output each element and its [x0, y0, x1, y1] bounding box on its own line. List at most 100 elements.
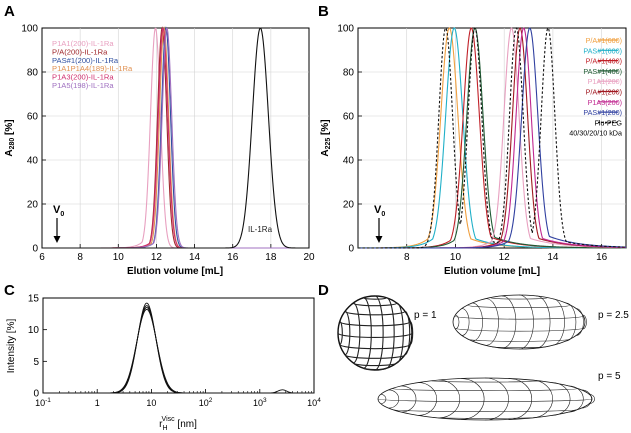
ellipsoid-meridian — [551, 382, 571, 416]
ellipsoid-meridian — [472, 302, 483, 342]
legend-entry-p-a-200-il-1ra: P/A(200)-IL-1Ra — [52, 47, 108, 56]
ellipsoid-p-5 — [377, 377, 595, 421]
ellipsoid-meridian — [374, 295, 384, 371]
panel-a-gridlines — [42, 28, 309, 248]
ellipsoid-meridian — [409, 321, 414, 345]
ellipsoid-meridian — [518, 294, 534, 350]
legend-extra-text: 40/30/20/10 kDa — [569, 129, 622, 138]
panel-b-xlabel: Elution volume [mL] — [444, 266, 540, 277]
ellipsoid-p-2-5 — [452, 294, 587, 350]
y-tick-label: 80 — [343, 68, 355, 79]
x-tick-label: 14 — [189, 252, 201, 263]
ellipsoid-parallel — [352, 362, 398, 367]
x-tick-label: 10 — [450, 252, 462, 263]
ellipsoid-meridian — [531, 379, 553, 419]
legend-entry-pas-1-200-: PAS#1(200) — [583, 108, 622, 117]
legend-entry-p1a3-200-: P1A3(200) — [588, 98, 622, 107]
ellipsoid-parallel — [344, 354, 406, 359]
x-tick-label: 8 — [77, 252, 83, 263]
y-tick-label: 5 — [33, 357, 39, 368]
x-tick-label: 16 — [596, 252, 608, 263]
ellipsoid-meridian — [536, 295, 551, 349]
panel-b-chart: 0 20 40 60 80 100 8 10 12 14 16 P/A#1(600)PAS#1(60… — [320, 24, 627, 277]
panel-b-void-label: V0 — [374, 204, 385, 218]
panel-c-ticks: 0 5 10 15 10-1 1 10 102 103 104 — [28, 294, 321, 409]
panel-a-legend: P1A1(200)-IL-1RaP/A(200)-IL-1RaPAS#1(200… — [52, 39, 133, 90]
ellipsoid-meridian — [388, 389, 400, 409]
series-line-il-1ra — [42, 27, 309, 249]
x-tick-label: 10 — [146, 398, 156, 408]
y-tick-label: 80 — [27, 68, 39, 79]
x-tick-label: 103 — [253, 397, 267, 408]
ellipsoid-meridian — [438, 379, 460, 419]
y-tick-label: 20 — [27, 200, 39, 211]
x-tick-label: 14 — [547, 252, 559, 263]
panel-c-ylabel: Intensity [%] — [6, 319, 17, 374]
ellipsoid-meridian — [581, 389, 592, 409]
x-tick-label: 10 — [113, 252, 125, 263]
series-line-flu-peg — [358, 27, 627, 249]
ellipsoid-parallel — [454, 327, 584, 332]
ellipsoid-parallel — [344, 310, 406, 316]
ellipsoid-parallel — [490, 297, 548, 300]
panel-b-void-arrow-head — [375, 236, 383, 243]
ellipsoid-outline — [337, 295, 413, 371]
legend-entry-p1a1p1a4-189-il-1ra: P1A1P1A4(189)-IL-1Ra — [52, 64, 133, 73]
ellipsoid-parallel — [467, 338, 571, 342]
ellipsoid-meridian — [404, 310, 411, 356]
ellipsoid-parallel — [392, 388, 578, 391]
x-tick-label: 12 — [151, 252, 163, 263]
y-tick-label: 100 — [337, 24, 354, 35]
panel-a-annotation-il1ra: IL-1Ra — [248, 225, 273, 234]
panel-a-void-arrow-head — [53, 236, 61, 243]
ellipsoid-meridian — [353, 302, 361, 364]
x-tick-label: 6 — [39, 252, 45, 263]
ellipsoid-meridian — [461, 308, 470, 336]
ellipsoid-parallel — [352, 302, 398, 307]
panel-a-chart: 0 20 40 60 80 100 6 8 10 12 14 16 18 20 P1A1(200)-IL-… — [4, 24, 315, 278]
ellipsoid-parallel — [339, 344, 411, 350]
y-tick-label: 60 — [27, 112, 39, 123]
y-tick-label: 100 — [21, 24, 38, 35]
x-tick-label: 18 — [265, 252, 277, 263]
series-line-pas-1-200- — [358, 27, 627, 249]
y-tick-label: 60 — [343, 112, 355, 123]
panel-label-b: B — [318, 3, 329, 20]
ellipsoid-meridian — [501, 295, 517, 349]
ellipsoid-meridian — [568, 385, 584, 413]
ellipsoid-meridian — [589, 394, 595, 404]
x-tick-label: 20 — [303, 252, 315, 263]
panel-b-ticks: 0 20 40 60 80 100 8 10 12 14 16 — [337, 24, 607, 264]
x-tick-label: 1 — [95, 398, 100, 408]
ellipsoid-parallel — [490, 346, 548, 349]
y-tick-label: 40 — [27, 156, 39, 167]
ellipsoid-meridian — [551, 298, 565, 346]
legend-entry-pas-1-600-: PAS#1(600) — [583, 46, 622, 55]
y-tick-label: 0 — [33, 389, 39, 400]
panel-label-a: A — [4, 3, 15, 20]
ellipsoid-meridian — [582, 314, 587, 330]
legend-entry-flu-peg: Flu-PEG — [594, 118, 622, 127]
panel-d-diagram: p = 1 p = 2.5 p = 5 — [337, 294, 629, 421]
panel-a-ylabel: A280 [%] — [4, 119, 16, 156]
x-tick-label: 12 — [499, 252, 511, 263]
panel-a-void-label: V0 — [53, 204, 64, 218]
ellipsoid-meridian — [344, 310, 351, 356]
panel-a-curves — [42, 26, 309, 249]
dls-curve — [43, 302, 314, 394]
panel-d-shapes — [337, 294, 595, 421]
dls-curve — [43, 305, 314, 394]
y-tick-label: 15 — [28, 294, 40, 305]
ellipsoid-parallel — [454, 315, 584, 320]
ellipsoid-meridian — [396, 302, 404, 364]
dls-curve — [43, 308, 314, 394]
ellipsoid-parallel — [363, 297, 387, 300]
ellipsoid-parallel — [339, 321, 411, 327]
legend-entry-p1a5-198-il-1ra: P1A5(198)-IL-1Ra — [52, 81, 114, 90]
panel-b-plot-frame — [357, 27, 627, 249]
panel-c-xlabel: rHVisc [nm] — [159, 416, 197, 432]
legend-entry-p-a-1-600-: P/A#1(600) — [586, 36, 622, 45]
legend-entry-pas-1-200-il-1ra: PAS#1(200)-IL-1Ra — [52, 56, 119, 65]
ellipsoid-meridian — [380, 394, 387, 404]
